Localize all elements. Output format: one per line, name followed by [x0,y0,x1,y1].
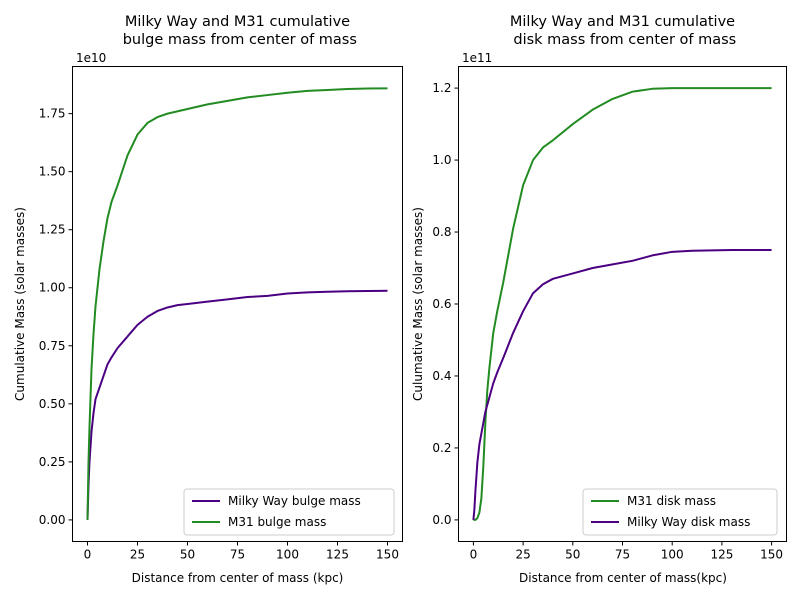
disk-chart-y-tick-label: 0.2 [432,441,451,455]
bulge-chart-y-tick-label: 1.25 [39,223,66,237]
disk-chart-y-exponent: 1e11 [462,51,492,65]
bulge-chart-panel: Milky Way and M31 cumulative bulge mass … [13,14,403,585]
bulge-chart-x-tick-label: 75 [230,548,245,562]
bulge-chart-title-line-2: bulge mass from center of mass [118,32,357,48]
bulge-chart-legend-box [183,488,395,536]
disk-chart-x-tick-label: 150 [760,548,783,562]
bulge-chart-x-tick-label: 0 [84,548,92,562]
bulge-chart-x-tick-label: 150 [376,548,399,562]
bulge-chart-y-tick-label: 1.00 [39,281,66,295]
disk-chart-legend-label: M31 disk mass [627,494,716,508]
bulge-chart-y-axis-label: Cumulative Mass (solar masses) [13,207,27,401]
bulge-chart-frame [72,66,403,542]
bulge-chart-legend: Milky Way bulge mass M31 bulge mass [183,488,395,536]
disk-chart-y-tick-label: 0.0 [432,513,451,527]
bulge-chart-y-tick-label: 0.25 [39,455,66,469]
bulge-chart-y-tick-label: 1.50 [39,165,66,179]
bulge-chart-y-tick-label: 0.00 [39,513,66,527]
disk-chart-x-tick-label: 0 [470,548,478,562]
bulge-chart-y-tick-label: 1.75 [39,107,66,121]
disk-chart-x-tick-label: 25 [515,548,530,562]
disk-chart-y-tick-label: 1.2 [432,81,451,95]
disk-chart-plot-area [472,87,772,521]
disk-chart-title-line-2: disk mass from center of mass [509,32,736,48]
disk-chart-x-tick-label: 75 [615,548,630,562]
bulge-chart-legend-label: M31 bulge mass [228,515,326,529]
bulge-chart-y-exponent: 1e10 [76,51,106,65]
disk-chart-legend-label: Milky Way disk mass [627,515,750,529]
bulge-chart-y-tick-label: 0.50 [39,397,66,411]
bulge-chart-x-axis-label: Distance from center of mass (kpc) [132,571,344,585]
disk-chart-series-line-2 [472,249,772,521]
disk-chart-x-axis-label: Distance from center of mass(kpc) [519,571,727,585]
disk-chart-legend-box [582,488,778,536]
bulge-chart-series-line-2 [86,87,388,520]
bulge-chart-title-line-1: Milky Way and M31 cumulative [125,14,350,30]
disk-chart-y-tick-label: 0.8 [432,225,451,239]
disk-chart-series-line-1 [473,87,772,521]
disk-chart-x-tick-label: 50 [565,548,580,562]
disk-chart-y-tick-label: 0.6 [432,297,451,311]
disk-chart-y-axis-label: Culumative Mass (solar masses) [411,207,425,401]
disk-chart-y-tick-label: 0.4 [432,369,451,383]
bulge-chart-legend-label: Milky Way bulge mass [228,494,361,508]
bulge-chart-x-tick-label: 25 [130,548,145,562]
disk-chart-legend: M31 disk mass Milky Way disk mass [582,488,778,536]
bulge-chart-plot-area [86,87,388,520]
disk-chart-x-tick-label: 100 [661,548,684,562]
bulge-chart-x-tick-label: 100 [276,548,299,562]
bulge-chart-series-line-1 [86,289,388,520]
disk-chart-title-line-1: Milky Way and M31 cumulative [510,14,735,30]
disk-chart-x-tick-label: 125 [710,548,733,562]
disk-chart-y-tick-label: 1.0 [432,153,451,167]
bulge-chart-x-tick-label: 125 [326,548,349,562]
bulge-chart-x-tick-label: 50 [180,548,195,562]
bulge-chart-y-tick-label: 0.75 [39,339,66,353]
disk-chart-frame [458,66,787,542]
disk-chart-panel: Milky Way and M31 cumulative disk mass f… [411,14,787,585]
